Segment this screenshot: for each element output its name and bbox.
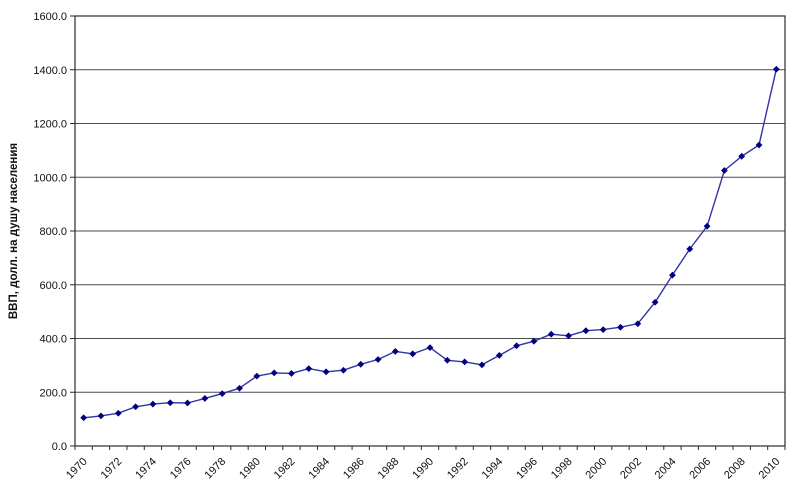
gridlines-layer <box>75 15 785 393</box>
x-axis-tick-label: 1992 <box>445 456 471 482</box>
x-axis-tick-label: 1972 <box>99 456 125 482</box>
axis-labels-layer: 0.0 200.0 400.0 600.0 800.0 1000.0 1200.0 1400.… <box>33 11 782 481</box>
data-point-marker <box>530 337 538 345</box>
data-point-marker <box>738 152 746 160</box>
y-axis-tick-label: 1400.0 <box>33 65 67 77</box>
data-point-marker <box>201 395 209 402</box>
data-point-marker <box>582 327 590 335</box>
x-axis-tick-label: 1988 <box>376 456 402 482</box>
y-axis-title: ВВП, долл. на душу населения <box>8 143 20 319</box>
x-axis-tick-label: 2004 <box>653 456 679 482</box>
data-point-marker <box>461 358 469 366</box>
y-axis-tick-label: 0.0 <box>52 441 67 453</box>
data-point-marker <box>97 412 105 420</box>
x-axis-tick-label: 1984 <box>306 456 332 482</box>
x-axis-tick-label: 1994 <box>480 456 506 482</box>
x-axis-tick-label: 2010 <box>757 456 783 482</box>
data-point-marker <box>340 366 347 374</box>
x-axis-tick-label: 1974 <box>133 456 159 482</box>
data-line <box>83 69 777 419</box>
axes-layer <box>70 15 786 450</box>
data-point-marker <box>322 368 330 376</box>
x-axis-tick-label: 1990 <box>410 456 436 482</box>
data-point-marker <box>80 414 88 422</box>
data-point-marker <box>132 403 140 411</box>
data-point-marker <box>374 356 382 363</box>
data-point-marker <box>599 326 607 334</box>
data-point-marker <box>288 370 295 377</box>
data-point-marker <box>391 348 399 355</box>
x-axis-tick-label: 2008 <box>722 456 748 482</box>
data-point-marker <box>114 409 122 417</box>
data-point-marker <box>703 222 711 230</box>
y-axis-tick-label: 200.0 <box>39 387 67 399</box>
data-point-marker <box>547 330 555 338</box>
x-axis-tick-label: 1982 <box>272 456 298 482</box>
data-point-marker <box>513 342 520 350</box>
data-point-marker <box>478 361 486 369</box>
y-axis-tick-label: 400.0 <box>39 334 67 346</box>
data-point-marker <box>253 372 261 380</box>
data-point-marker <box>218 390 226 397</box>
data-point-marker <box>443 356 451 364</box>
data-point-marker <box>565 332 572 340</box>
data-point-marker <box>184 399 191 407</box>
y-axis-tick-label: 800.0 <box>39 226 67 238</box>
data-point-marker <box>409 350 417 358</box>
data-point-marker <box>617 323 624 331</box>
data-series-layer <box>80 65 780 422</box>
x-axis-tick-label: 1996 <box>514 456 540 482</box>
y-axis-tick-label: 1200.0 <box>33 119 67 131</box>
data-point-marker <box>669 271 676 279</box>
data-point-marker <box>495 352 503 359</box>
x-axis-tick-label: 1980 <box>237 456 263 482</box>
data-point-marker <box>651 298 659 306</box>
data-point-marker <box>166 399 174 407</box>
x-axis-tick-label: 1970 <box>64 456 90 482</box>
y-axis-tick-label: 1000.0 <box>33 172 67 184</box>
data-point-marker <box>305 365 313 372</box>
data-point-marker <box>634 320 642 328</box>
data-point-marker <box>236 384 243 392</box>
x-axis-tick-label: 2002 <box>618 456 644 482</box>
data-point-marker <box>149 400 157 408</box>
x-axis-tick-label: 1978 <box>203 456 229 482</box>
data-point-marker <box>357 360 365 368</box>
x-axis-tick-label: 1998 <box>549 456 575 482</box>
x-axis-tick-label: 2000 <box>583 456 609 482</box>
data-point-marker <box>720 167 728 174</box>
data-point-marker <box>755 141 763 149</box>
data-point-marker <box>772 65 780 73</box>
data-point-marker <box>426 344 434 352</box>
data-point-marker <box>270 369 278 377</box>
x-axis-tick-label: 1976 <box>168 456 194 482</box>
data-point-marker <box>686 245 694 253</box>
y-axis-tick-label: 600.0 <box>39 280 67 292</box>
x-axis-tick-label: 1986 <box>341 456 367 482</box>
x-axis-tick-label: 2006 <box>687 456 713 482</box>
y-axis-tick-label: 1600.0 <box>33 11 67 23</box>
